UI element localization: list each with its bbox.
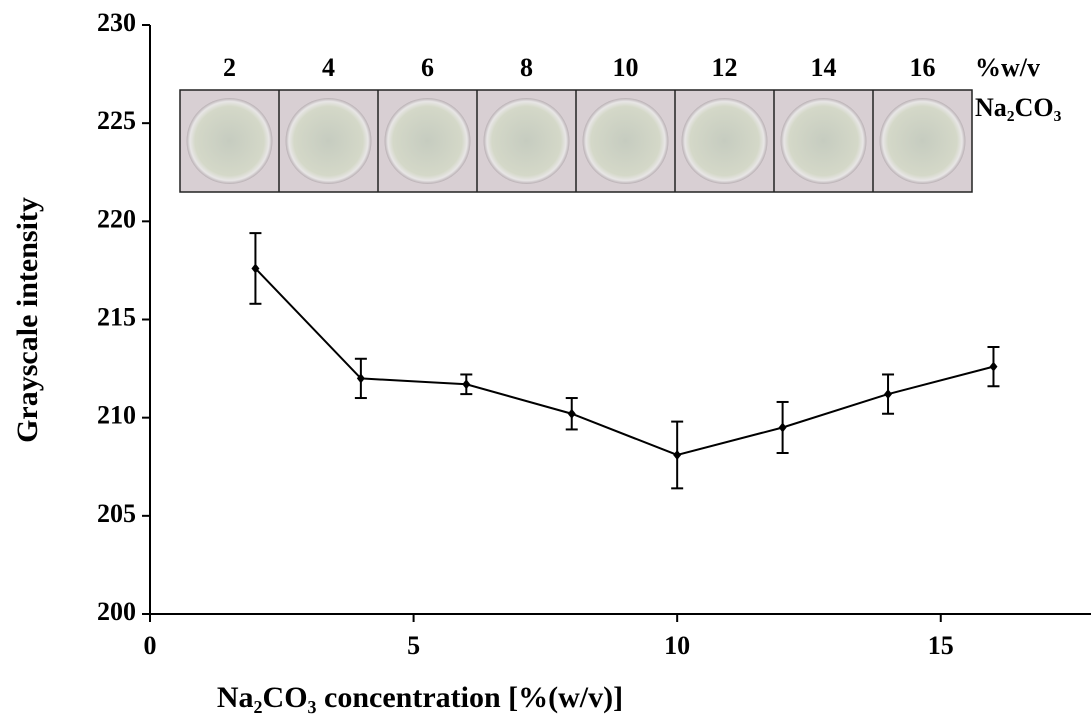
inset-dish <box>781 98 867 184</box>
x-tick-label: 0 <box>144 631 157 660</box>
inset-dish <box>583 98 669 184</box>
inset-compound: Na₂CO₃ <box>975 93 1062 122</box>
inset-dish <box>484 98 570 184</box>
y-tick-label: 220 <box>97 204 136 233</box>
inset-label: 16 <box>910 53 936 82</box>
inset-label: 14 <box>811 53 837 82</box>
point <box>989 362 997 372</box>
inset-label: 12 <box>712 53 738 82</box>
inset-dish <box>880 98 966 184</box>
y-tick-label: 200 <box>97 597 136 626</box>
page: %w/v Na₂CO₃ Na₂CO₃ concentration [%(w/v)… <box>0 0 1091 720</box>
inset-unit: %w/v <box>975 53 1040 82</box>
inset-dish <box>682 98 768 184</box>
y-tick-label: 215 <box>97 302 136 331</box>
point <box>462 379 470 389</box>
inset-label: 4 <box>322 53 335 82</box>
y-tick-label: 225 <box>97 106 136 135</box>
x-tick-label: 5 <box>407 631 420 660</box>
inset-label: 2 <box>223 53 236 82</box>
point <box>779 422 787 432</box>
chart: %w/v Na₂CO₃ Na₂CO₃ concentration [%(w/v)… <box>0 0 1091 720</box>
inset-dish <box>385 98 471 184</box>
inset-label: 10 <box>613 53 639 82</box>
inset-label: 8 <box>520 53 533 82</box>
x-tick-label: 15 <box>928 631 954 660</box>
inset-dish <box>286 98 372 184</box>
point <box>673 450 681 460</box>
y-tick-label: 205 <box>97 499 136 528</box>
x-tick-label: 10 <box>664 631 690 660</box>
x-axis-label: Na₂CO₃ concentration [%(w/v)] <box>217 681 623 714</box>
y-tick-label: 230 <box>97 8 136 37</box>
point <box>568 409 576 419</box>
inset-image <box>180 90 972 192</box>
y-tick-label: 210 <box>97 401 136 430</box>
point <box>884 389 892 399</box>
inset-dish <box>187 98 273 184</box>
data-line <box>255 268 993 455</box>
inset-label: 6 <box>421 53 434 82</box>
y-axis-label: Grayscale intensity <box>11 197 44 443</box>
